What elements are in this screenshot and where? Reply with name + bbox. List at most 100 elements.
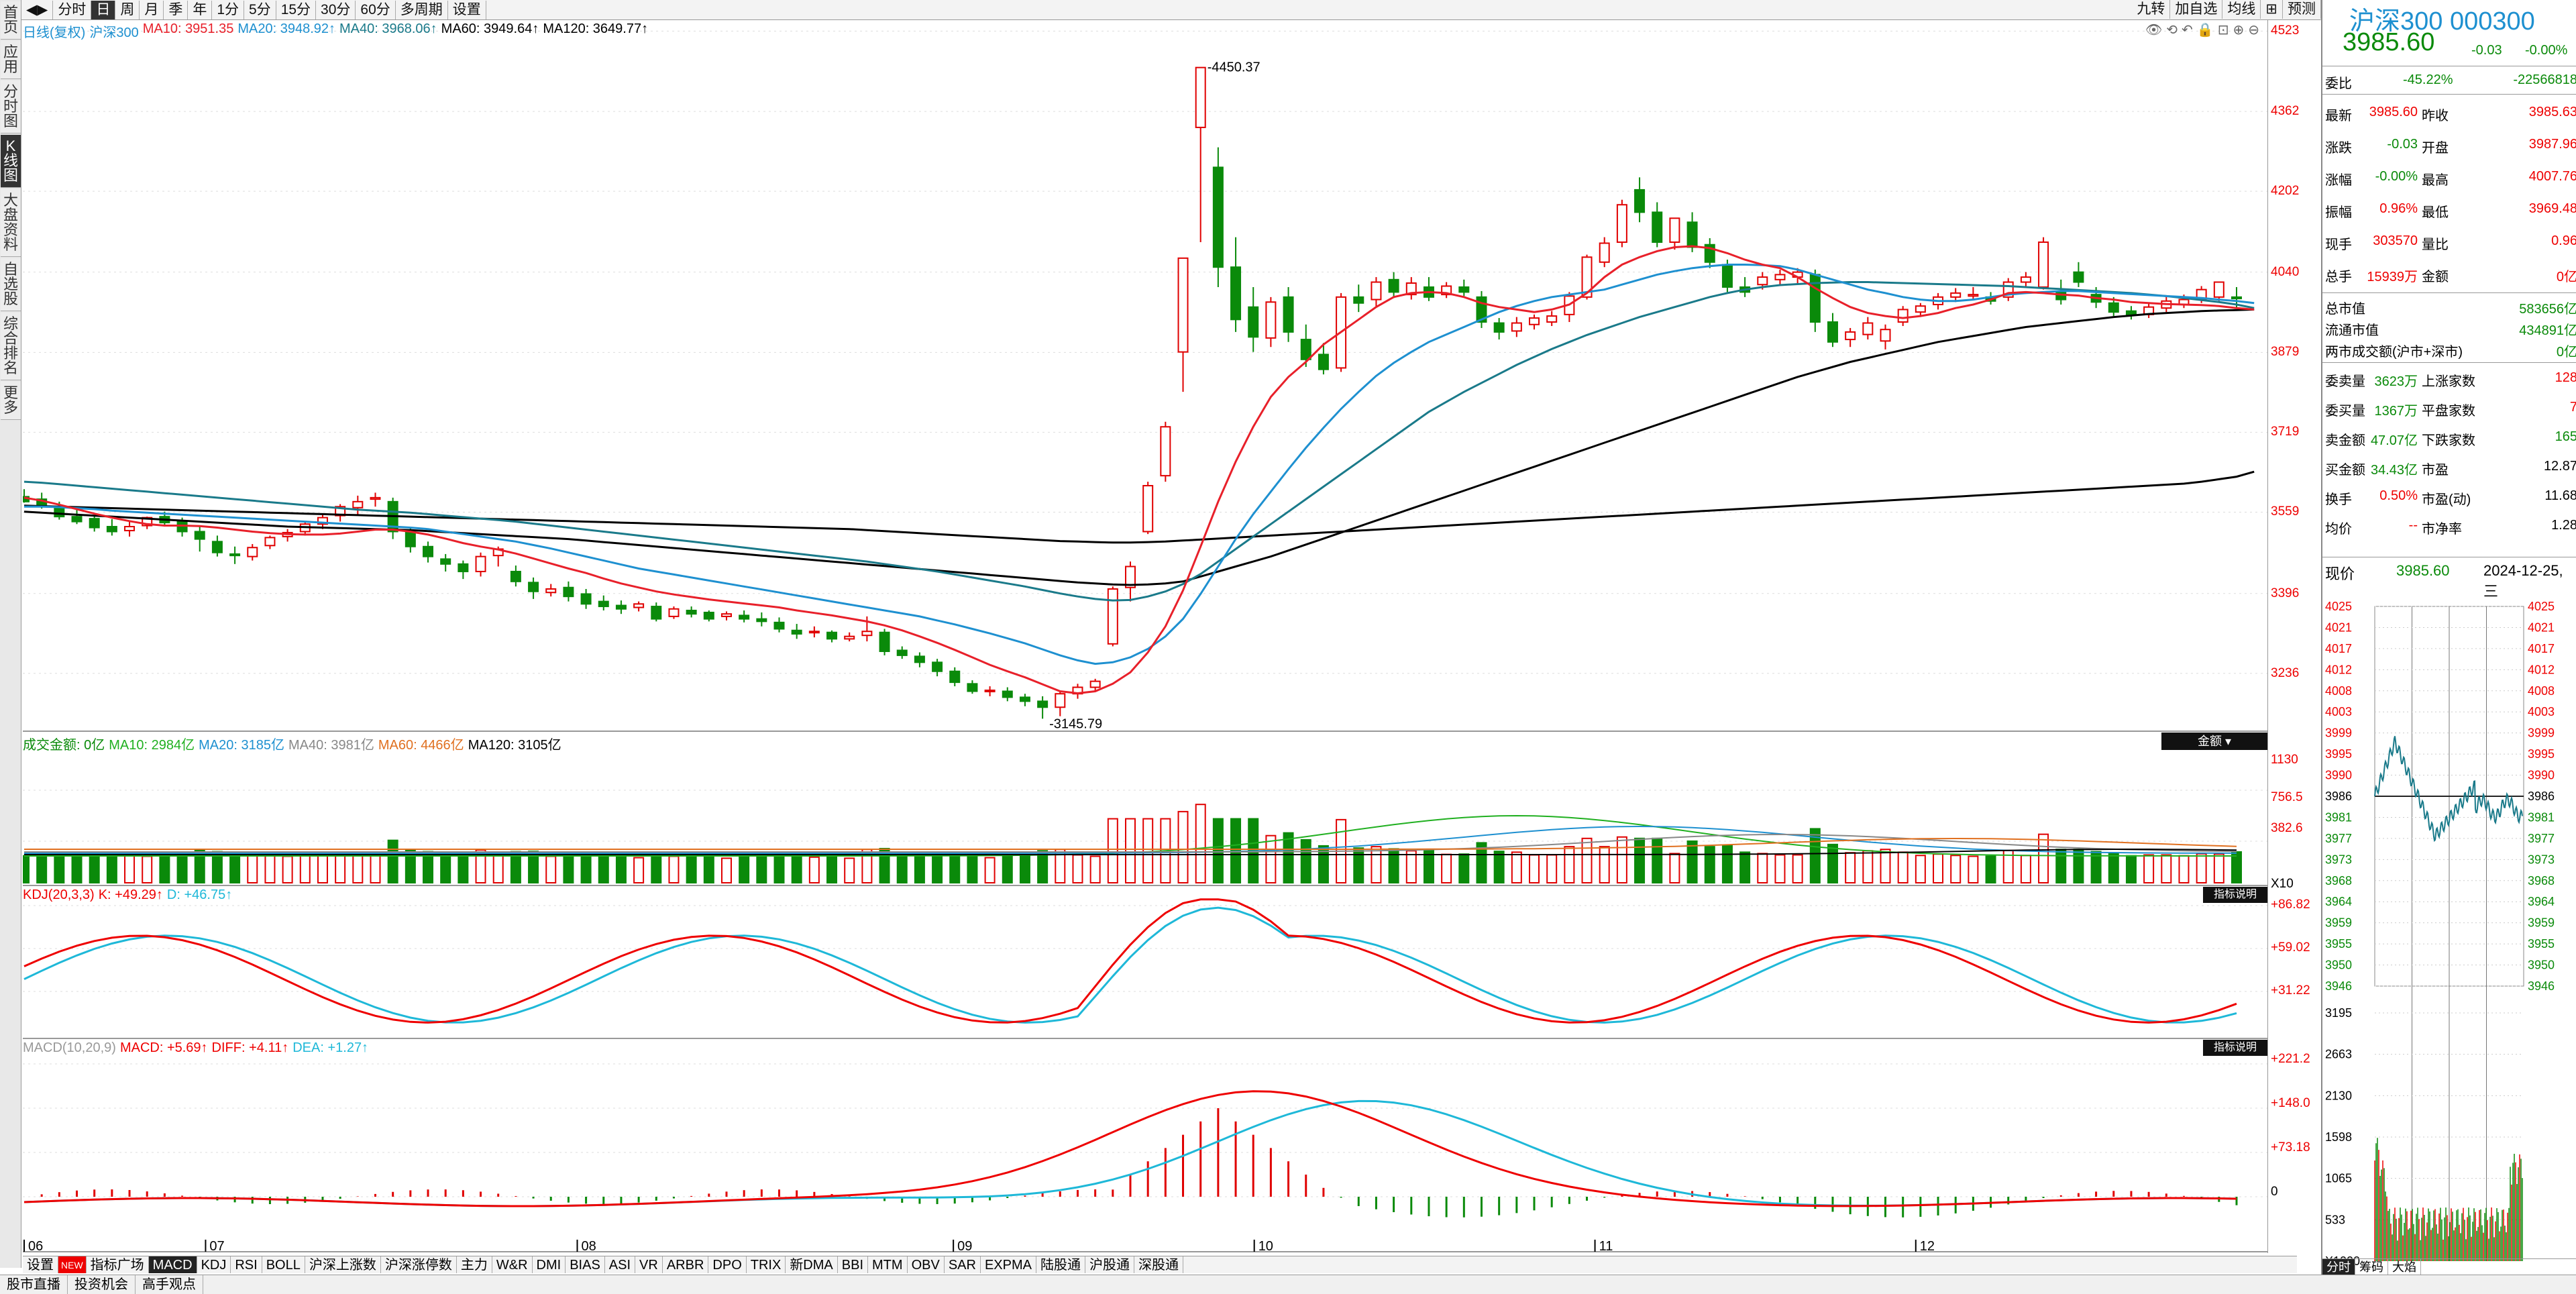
period-tab[interactable]: 分时 [53, 0, 92, 19]
stock-price: 3985.60 [2343, 28, 2435, 56]
order-value: 11.68 [2544, 488, 2576, 503]
left-nav-item[interactable]: 更多 [1, 382, 21, 420]
candle-body [1230, 266, 1242, 321]
left-nav-item[interactable]: 大盘资料 [1, 189, 21, 257]
volume-badge[interactable]: 金额 ▾ [2161, 733, 2267, 750]
indicator-tab[interactable]: DMI [533, 1256, 566, 1273]
status-item[interactable]: 投资机会 [68, 1275, 136, 1294]
period-tab[interactable]: 多周期 [396, 0, 448, 19]
indicator-tab[interactable]: 新DMA [786, 1256, 838, 1273]
indicator-tab[interactable]: DPO [708, 1256, 747, 1273]
indicator-tab[interactable]: KDJ [197, 1256, 231, 1273]
candle-body [1757, 276, 1768, 286]
indicator-tab[interactable]: ASI [605, 1256, 636, 1273]
indicator-tab[interactable]: VR [635, 1256, 663, 1273]
high-label: -4450.37 [1208, 60, 1260, 75]
candle-body [229, 553, 241, 557]
indicator-tab[interactable]: 主力 [457, 1256, 492, 1273]
indicator-tab[interactable]: OBV [908, 1256, 945, 1273]
indicator-tab[interactable]: MACD [148, 1256, 197, 1273]
mini-left-label: 3999 [2325, 726, 2352, 740]
volume-bar [791, 854, 802, 883]
indicator-tab[interactable]: 指标广场 [87, 1256, 149, 1273]
status-item[interactable]: 股市直播 [0, 1275, 68, 1294]
period-tab[interactable]: 季 [164, 0, 189, 19]
status-item[interactable]: 高手观点 [136, 1275, 203, 1294]
volume-bar [2143, 854, 2155, 883]
left-nav-item[interactable]: K线图 [1, 135, 21, 188]
mini-left-label: 3986 [2325, 790, 2352, 803]
intraday-mini-chart[interactable]: 4025 4025 4021 4021 4017 4017 4012 4012 4008 4008… [2322, 590, 2576, 1268]
macd-axis-label: 0 [2271, 1185, 2278, 1199]
quote-tab[interactable]: 筹码 [2355, 1259, 2388, 1275]
period-tab[interactable]: 日 [91, 0, 116, 19]
period-tab[interactable]: 1分 [212, 0, 244, 19]
indicator-tab[interactable]: BIAS [566, 1256, 605, 1273]
period-tab[interactable]: 周 [115, 0, 140, 19]
quote-tab[interactable]: 分时 [2322, 1259, 2355, 1275]
volume-bar [1353, 847, 1364, 884]
indicator-tab[interactable]: W&R [492, 1256, 533, 1273]
indicator-tab[interactable]: 沪深涨停数 [381, 1256, 457, 1273]
indicator-tab[interactable]: SAR [945, 1256, 981, 1273]
toolbar-right-button[interactable]: 加自选 [2170, 0, 2223, 19]
volume-bar [1721, 845, 1733, 884]
left-nav-item[interactable]: 分时图 [1, 80, 21, 133]
toolbar-right-button[interactable]: 九转 [2132, 0, 2171, 19]
quote-value: 15939万 [2367, 270, 2418, 284]
left-nav-item[interactable]: 综合排名 [1, 313, 21, 380]
period-tab[interactable]: 30分 [316, 0, 356, 19]
indicator-tab[interactable]: 深股通 [1134, 1256, 1183, 1273]
quote-row: 涨幅 -0.00% 最高 4007.76 [2322, 169, 2576, 188]
left-nav-item[interactable]: 首页 [1, 1, 21, 40]
toolbar-right-button[interactable]: ⊞ [2261, 0, 2283, 19]
toolbar-right-button[interactable]: 预测 [2283, 0, 2321, 19]
indicator-tab[interactable]: 沪股通 [1085, 1256, 1134, 1273]
mini-right-label: 3955 [2528, 937, 2555, 951]
left-nav-item[interactable]: 自选股 [1, 258, 21, 311]
macd-badge[interactable]: 指标说明 [2203, 1040, 2267, 1056]
nav-arrows[interactable]: ◀▶ [21, 0, 54, 19]
price-axis-label: 3236 [2271, 665, 2300, 680]
chart-area[interactable]: -4450.37 -3145.79 06 07 08 09 10 11 12 日线(复权) 沪深… [23, 20, 2267, 1253]
quote-row: 最新 3985.60 昨收 3985.63 [2322, 105, 2576, 123]
indicator-tab[interactable]: EXPMA [981, 1256, 1036, 1273]
quote-tab[interactable]: 大焰 [2388, 1259, 2421, 1275]
indicator-tab[interactable]: NEW [58, 1256, 87, 1273]
ma60-line [23, 308, 2255, 586]
candle-body [1195, 66, 1206, 128]
kdj-badge[interactable]: 指标说明 [2203, 887, 2267, 903]
period-tab[interactable]: 月 [140, 0, 164, 19]
kdj-legend-d: D: +46.75↑ [166, 887, 233, 902]
chart-tools-icons[interactable]: 👁⟲↶🔒⊡⊕⊖ [2145, 23, 2263, 38]
volume-bar [1037, 850, 1049, 883]
mini-right-label: 3999 [2528, 726, 2555, 740]
mcap-row: 流通市值 434891亿 [2322, 319, 2576, 338]
period-tab[interactable]: 5分 [244, 0, 276, 19]
indicator-tab[interactable]: TRIX [747, 1256, 786, 1273]
left-nav-item[interactable]: 应用 [1, 41, 21, 79]
indicator-tab[interactable]: 设置 [23, 1256, 58, 1273]
toolbar-right-button[interactable]: 均线 [2222, 0, 2261, 19]
indicator-tab[interactable]: BBI [838, 1256, 869, 1273]
volume-bar [1968, 855, 1979, 883]
indicator-tab[interactable]: BOLL [262, 1256, 305, 1273]
kline-chart-svg[interactable]: -4450.37 -3145.79 06 07 08 09 10 11 12 [23, 20, 2267, 1253]
period-tab[interactable]: 年 [188, 0, 213, 19]
quote-label: 量比 [2422, 237, 2449, 252]
period-tab[interactable]: 设置 [448, 0, 486, 19]
indicator-tab[interactable]: 陆股通 [1036, 1256, 1085, 1273]
low-label: -3145.79 [1049, 716, 1102, 731]
period-tab[interactable]: 15分 [276, 0, 317, 19]
candle-body [1388, 278, 1399, 293]
period-tab[interactable]: 60分 [356, 0, 396, 19]
candle-body [1160, 426, 1171, 477]
indicator-tab[interactable]: RSI [231, 1256, 262, 1273]
volume-bar [1792, 854, 1803, 883]
volume-bar [1212, 818, 1224, 884]
indicator-tab[interactable]: ARBR [663, 1256, 709, 1273]
candle-body [932, 661, 943, 672]
quote-value: 4007.76 [2528, 169, 2576, 184]
indicator-tab[interactable]: MTM [868, 1256, 908, 1273]
indicator-tab[interactable]: 沪深上涨数 [305, 1256, 381, 1273]
